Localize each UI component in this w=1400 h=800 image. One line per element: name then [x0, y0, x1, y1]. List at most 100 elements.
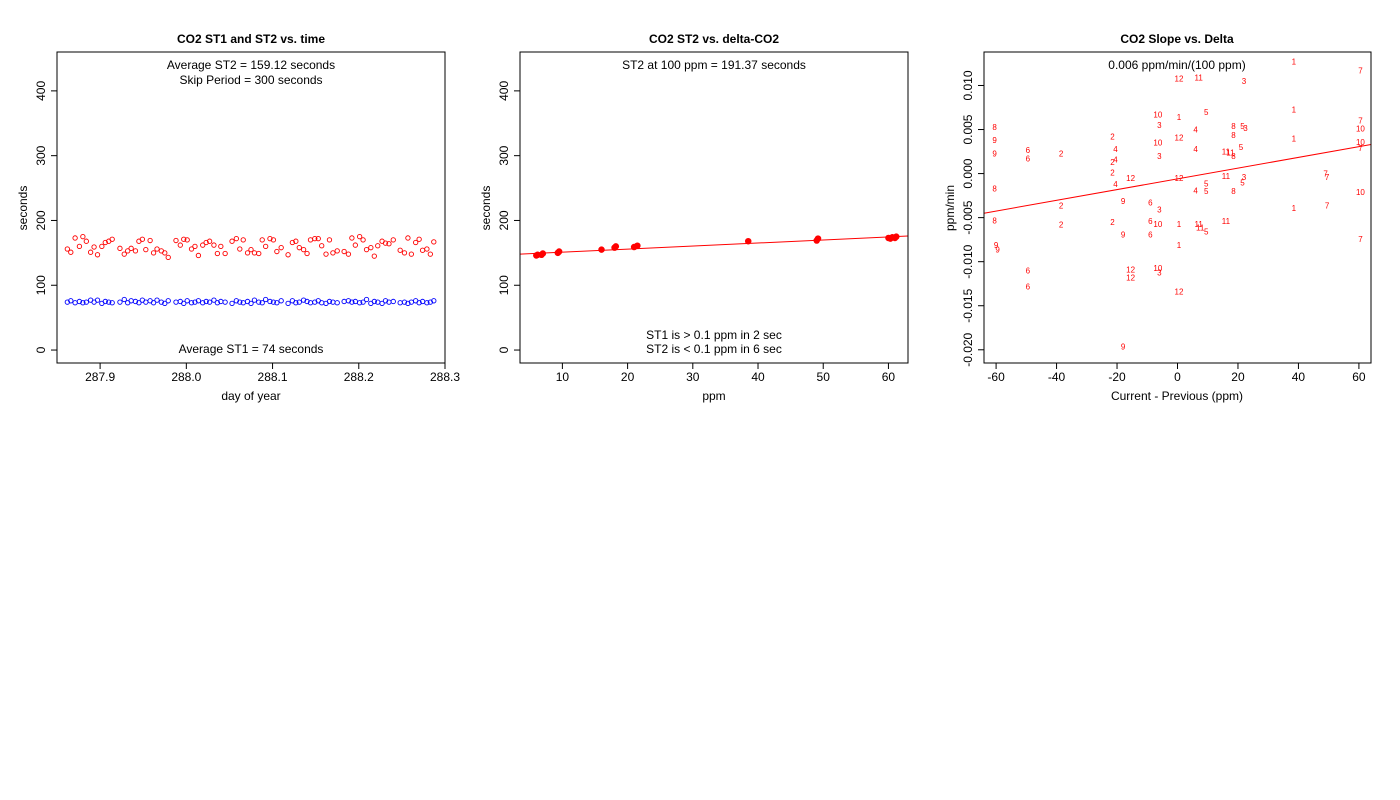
data-point	[177, 242, 183, 248]
point-label: 8	[992, 123, 997, 132]
annotation-st2-at-100ppm: ST2 at 100 ppm = 191.37 seconds	[622, 58, 806, 72]
point-label: 5	[1204, 228, 1209, 237]
point-label: 11	[1222, 148, 1231, 157]
point-label: 10	[1356, 188, 1365, 197]
data-point	[117, 299, 123, 305]
data-point	[274, 300, 280, 306]
point-label: 10	[1153, 264, 1162, 273]
data-point	[285, 300, 291, 307]
data-point	[293, 238, 299, 244]
y-tick-label: 0	[497, 346, 511, 353]
x-tick-label: 0	[1174, 370, 1181, 384]
data-point	[341, 248, 347, 255]
data-point	[397, 247, 403, 253]
data-point	[263, 296, 269, 303]
data-point	[356, 300, 363, 306]
x-tick-label: 20	[621, 370, 635, 384]
point-label: 10	[1356, 138, 1365, 147]
y-tick-label: 200	[497, 210, 511, 230]
point-label: 3	[1157, 206, 1162, 215]
data-point	[431, 298, 437, 304]
data-point	[211, 297, 217, 303]
x-tick-label: 20	[1231, 370, 1245, 384]
data-point	[64, 246, 70, 252]
annotation-average-st2: Average ST2 = 159.12 seconds	[167, 58, 335, 72]
point-label: 4	[1193, 186, 1198, 195]
y-tick-label: 400	[497, 81, 511, 101]
y-tick-label: -0.010	[961, 244, 975, 278]
point-label: 7	[1358, 144, 1363, 153]
point-label: 11	[1222, 172, 1231, 181]
data-point	[132, 248, 139, 254]
point-label: 3	[1243, 124, 1248, 133]
data-point	[356, 234, 363, 240]
point-label: 2	[1059, 149, 1064, 158]
data-point	[211, 242, 217, 248]
plot-marks	[519, 233, 909, 259]
data-point	[405, 235, 411, 241]
point-label: 8	[1231, 152, 1236, 161]
point-label: 10	[1153, 220, 1162, 229]
data-point	[237, 246, 243, 252]
data-point	[416, 300, 422, 306]
point-label: 9	[995, 245, 1000, 254]
data-point	[132, 298, 139, 305]
data-point	[184, 298, 190, 304]
point-label: 6	[1148, 199, 1153, 208]
point-label: 9	[994, 241, 999, 250]
data-point	[173, 237, 179, 244]
data-point	[427, 251, 433, 257]
point-label: 1	[1292, 204, 1297, 213]
point-label: 6	[1148, 217, 1153, 226]
data-point	[106, 299, 112, 305]
y-tick-label: -0.015	[961, 288, 975, 322]
point-label: 2	[1110, 169, 1115, 178]
point-label: 6	[1026, 266, 1031, 275]
point-label: 8	[992, 185, 997, 194]
point-label: 6	[1026, 155, 1031, 164]
data-point	[304, 298, 310, 305]
data-point	[143, 246, 149, 253]
point-label: 4	[1193, 126, 1198, 135]
point-label: 11	[1196, 223, 1205, 232]
point-label: 2	[1110, 218, 1115, 227]
x-tick-label: -40	[1048, 370, 1066, 384]
data-point	[94, 297, 101, 303]
data-point	[136, 300, 142, 306]
data-point	[349, 235, 355, 241]
data-point	[68, 249, 74, 255]
data-point	[345, 251, 352, 257]
point-label: 3	[1157, 121, 1162, 130]
point-label: 9	[992, 136, 997, 145]
data-point	[158, 299, 164, 305]
data-point	[121, 251, 127, 257]
data-point	[539, 250, 547, 257]
x-tick-label: 60	[882, 370, 896, 384]
data-point	[345, 298, 352, 304]
point-label: 9	[1121, 342, 1126, 351]
data-point	[379, 300, 385, 307]
data-point	[80, 234, 86, 240]
y-tick-label: 0	[34, 346, 48, 353]
data-point	[893, 233, 900, 240]
point-label: 12	[1175, 133, 1184, 142]
data-point	[206, 238, 213, 244]
plot-marks	[64, 234, 437, 307]
data-point	[270, 237, 277, 243]
point-label: 1	[1292, 105, 1297, 114]
point-label: 5	[1240, 178, 1245, 187]
data-point	[162, 300, 168, 307]
data-point	[360, 237, 366, 243]
data-point	[323, 251, 329, 257]
data-point	[300, 246, 307, 253]
data-point	[150, 300, 157, 306]
data-point	[251, 297, 258, 303]
point-label: 8	[1231, 122, 1236, 131]
data-point	[162, 250, 168, 256]
y-axis-label: seconds	[479, 186, 493, 231]
data-point	[64, 299, 70, 305]
data-point	[83, 238, 89, 244]
point-label: 1	[1292, 134, 1297, 143]
x-axis-label: Current - Previous (ppm)	[1111, 389, 1243, 403]
